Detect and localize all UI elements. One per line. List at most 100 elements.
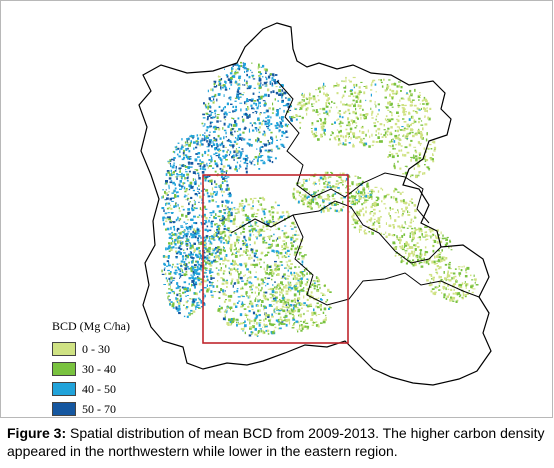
bcd-pixel [278, 129, 280, 133]
bcd-pixel [197, 272, 201, 276]
bcd-pixel [317, 95, 319, 97]
bcd-pixel [207, 154, 210, 157]
bcd-pixel [299, 252, 301, 256]
bcd-pixel [249, 321, 251, 325]
bcd-pixel [240, 327, 243, 330]
bcd-pixel [228, 299, 232, 302]
bcd-pixel [208, 140, 211, 143]
bcd-pixel [227, 149, 230, 151]
bcd-pixel [226, 151, 228, 154]
bcd-pixel [275, 92, 279, 95]
bcd-pixel [185, 144, 189, 146]
bcd-pixel [227, 242, 230, 245]
bcd-pixel [242, 65, 245, 68]
bcd-pixel [284, 256, 288, 258]
bcd-pixel [174, 239, 177, 242]
figure-caption: Figure 3: Spatial distribution of mean B… [7, 424, 549, 460]
legend: BCD (Mg C/ha) 0 - 30 30 - 40 40 - 50 50 … [52, 317, 192, 417]
bcd-pixel [210, 121, 214, 124]
bcd-pixel [216, 255, 219, 257]
bcd-pixel [424, 234, 428, 237]
bcd-pixel [209, 162, 211, 165]
bcd-pixel [258, 75, 261, 77]
bcd-pixel [385, 115, 388, 118]
bcd-pixel [267, 88, 270, 92]
bcd-pixel [242, 150, 244, 153]
bcd-pixel [293, 293, 297, 297]
bcd-pixel [197, 297, 200, 299]
bcd-pixel [206, 257, 208, 260]
bcd-pixel [200, 301, 203, 304]
bcd-pixel [262, 280, 265, 284]
bcd-pixel [172, 197, 175, 199]
bcd-pixel [352, 132, 356, 136]
bcd-pixel [359, 104, 362, 108]
bcd-pixel [271, 208, 273, 210]
bcd-pixel [317, 290, 319, 293]
bcd-pixel [438, 280, 441, 284]
bcd-pixel [246, 215, 249, 219]
bcd-pixel [329, 181, 331, 183]
bcd-pixel [368, 196, 370, 199]
bcd-pixel [323, 128, 326, 132]
bcd-pixel [350, 92, 354, 96]
bcd-pixel [218, 249, 221, 251]
bcd-pixel [393, 164, 396, 168]
bcd-pixel [242, 230, 245, 233]
bcd-pixel [329, 207, 332, 210]
bcd-pixel [423, 156, 426, 159]
bcd-pixel [191, 283, 193, 287]
bcd-pixel [245, 154, 248, 158]
bcd-pixel [168, 272, 172, 275]
bcd-pixel [195, 153, 199, 155]
bcd-pixel [291, 327, 295, 329]
bcd-pixel [210, 235, 214, 238]
bcd-pixel [373, 204, 376, 207]
bcd-pixel [317, 203, 319, 206]
bcd-pixel [408, 254, 411, 257]
bcd-pixel [327, 97, 331, 100]
bcd-pixel [458, 296, 461, 298]
bcd-pixel [317, 284, 321, 286]
bcd-pixel [355, 95, 358, 99]
bcd-pixel [253, 108, 255, 110]
bcd-pixel [236, 154, 239, 157]
bcd-pixel [259, 258, 262, 261]
bcd-pixel [232, 64, 234, 68]
bcd-pixel [366, 185, 370, 188]
bcd-pixel [260, 303, 262, 307]
bcd-pixel [207, 166, 209, 169]
bcd-pixel [448, 264, 450, 266]
bcd-pixel [163, 222, 165, 226]
bcd-pixel [285, 210, 289, 214]
bcd-pixel [222, 84, 226, 87]
bcd-pixel [459, 286, 463, 289]
bcd-pixel [390, 133, 393, 136]
bcd-pixel [333, 84, 335, 88]
bcd-pixel [190, 196, 193, 199]
bcd-pixel [301, 273, 304, 276]
bcd-pixel [256, 111, 258, 113]
bcd-pixel [322, 320, 326, 324]
bcd-pixel [355, 136, 358, 140]
bcd-pixel [166, 260, 169, 263]
bcd-pixel [222, 230, 225, 232]
bcd-pixel [351, 197, 354, 200]
bcd-pixel [240, 108, 242, 112]
bcd-pixel [221, 143, 223, 146]
bcd-pixel [164, 267, 166, 269]
bcd-pixel [301, 197, 305, 201]
bcd-pixel [178, 304, 181, 308]
bcd-pixel [268, 266, 271, 268]
bcd-pixel [287, 269, 289, 272]
bcd-pixel [267, 316, 270, 318]
bcd-pixel [266, 329, 270, 333]
bcd-pixel [279, 308, 283, 310]
bcd-pixel [324, 121, 327, 123]
bcd-pixel [171, 197, 174, 199]
bcd-pixel [194, 236, 197, 239]
bcd-pixel [444, 243, 447, 247]
bcd-pixel [226, 75, 229, 78]
bcd-pixel [278, 236, 281, 239]
bcd-pixel [262, 198, 266, 201]
